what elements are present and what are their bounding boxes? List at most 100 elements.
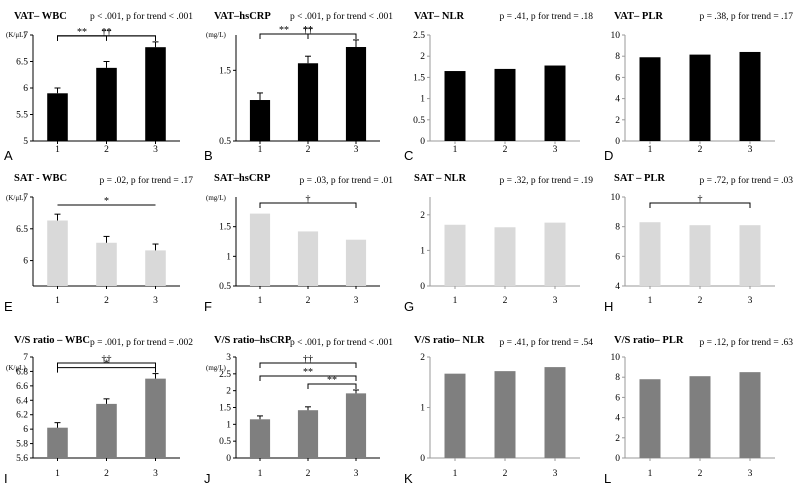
bar — [739, 225, 761, 286]
panel-stat: p = .32, p for trend = .19 — [499, 175, 593, 186]
y-tick-label: 6 — [23, 257, 28, 267]
significance-bracket — [649, 202, 751, 208]
y-unit: (K/μL) — [6, 31, 26, 39]
y-tick-label: 0.5 — [219, 437, 231, 447]
panel-stat: p < .001, p for trend < .001 — [290, 337, 393, 348]
panel-E: SAT - WBC p = .02, p for trend = .17 E (K/μ… — [4, 173, 193, 314]
x-tick-label: 2 — [306, 469, 311, 479]
panel-K: V/S ratio– NLR p = .41, p for trend = .54… — [404, 335, 593, 486]
bar — [145, 378, 166, 458]
y-tick-label: 6 — [23, 84, 28, 94]
significance-bracket — [259, 362, 357, 368]
significance-label: † — [306, 194, 311, 205]
significance-bracket — [57, 35, 107, 41]
panel-title: V/S ratio– PLR — [614, 335, 684, 346]
significance-label: ** — [303, 367, 313, 378]
bar — [444, 373, 466, 458]
panel-title: V/S ratio– NLR — [414, 335, 485, 346]
panel-title: SAT – NLR — [414, 173, 467, 184]
y-tick-label: 0 — [420, 454, 425, 464]
bar — [249, 419, 271, 458]
bar — [739, 51, 761, 141]
significance-bracket — [259, 33, 309, 39]
x-tick-label: 3 — [354, 296, 359, 306]
bar — [345, 393, 367, 458]
x-tick-label: 2 — [698, 145, 703, 155]
significance-label: ** — [102, 27, 112, 38]
x-tick-label: 2 — [698, 296, 703, 306]
y-tick-label: 2 — [615, 116, 620, 126]
panel-C: VAT– NLR p = .41, p for trend = .18 C0 0.5 1… — [404, 11, 593, 163]
y-tick-label: 0 — [615, 454, 620, 464]
panel-letter: I — [4, 471, 8, 486]
bar — [689, 376, 711, 458]
y-tick-label: 8 — [615, 223, 620, 233]
bar — [639, 222, 661, 286]
y-tick-label: 8 — [615, 52, 620, 62]
x-tick-label: 1 — [258, 469, 263, 479]
y-tick-label: 1.5 — [219, 404, 231, 414]
x-tick-label: 2 — [104, 469, 109, 479]
panel-title: SAT - WBC — [14, 173, 67, 184]
panel-stat: p = .41, p for trend = .54 — [499, 337, 593, 348]
significance-label: †† — [303, 25, 313, 36]
y-tick-label: 2.5 — [219, 370, 231, 380]
bar — [639, 57, 661, 142]
x-tick-label: 1 — [648, 296, 653, 306]
y-unit: (mg/L) — [206, 364, 226, 372]
panel-stat: p < .001, p for trend < .001 — [90, 11, 193, 22]
y-tick-label: 1.5 — [219, 223, 231, 233]
y-tick-label: 6.4 — [16, 396, 28, 406]
y-tick-label: 6 — [615, 393, 620, 403]
bar — [544, 65, 566, 141]
y-tick-label: 1 — [420, 246, 425, 256]
bar — [96, 242, 117, 286]
y-tick-label: 5.6 — [16, 454, 28, 464]
bar — [739, 372, 761, 458]
x-tick-label: 1 — [258, 145, 263, 155]
y-tick-label: 4 — [615, 414, 620, 424]
y-tick-label: 4 — [615, 282, 620, 292]
y-unit: (mg/L) — [206, 194, 226, 202]
bar — [544, 222, 566, 286]
y-tick-label: 6 — [615, 252, 620, 262]
x-tick-label: 3 — [553, 145, 558, 155]
x-tick-label: 3 — [553, 469, 558, 479]
panel-stat: p = .03, p for trend = .01 — [299, 175, 393, 186]
bar — [145, 47, 166, 141]
y-tick-label: 2 — [226, 387, 231, 397]
y-tick-label: 2 — [420, 52, 425, 62]
bar — [249, 213, 271, 286]
x-tick-label: 1 — [453, 296, 458, 306]
bar — [494, 227, 516, 286]
bar — [297, 63, 319, 142]
y-tick-label: 6.5 — [16, 225, 28, 235]
bar — [689, 54, 711, 141]
panel-letter: F — [204, 299, 212, 314]
panel-letter: A — [4, 148, 13, 163]
significance-label: ** — [303, 25, 313, 36]
y-tick-label: 0.5 — [219, 137, 231, 147]
panel-letter: D — [604, 148, 613, 163]
y-tick-label: 6.5 — [16, 58, 28, 68]
significance-label: * — [104, 359, 109, 370]
y-unit: (mg/L) — [206, 31, 226, 39]
y-tick-label: 5.5 — [16, 111, 28, 121]
panel-title: VAT–hsCRP — [214, 11, 271, 22]
bar — [47, 93, 68, 141]
panel-L: V/S ratio– PLR p = .12, p for trend = .63… — [604, 335, 793, 486]
x-tick-label: 3 — [354, 145, 359, 155]
significance-label: * — [104, 196, 109, 207]
significance-label: †† — [102, 354, 112, 365]
bar — [444, 224, 466, 286]
y-tick-label: 3 — [226, 353, 231, 363]
panel-stat: p < .001, p for trend < .001 — [290, 11, 393, 22]
y-tick-label: 10 — [611, 31, 621, 41]
panel-title: SAT–hsCRP — [214, 173, 271, 184]
panel-I: V/S ratio – WBC p = .001, p for trend = .… — [4, 335, 193, 486]
y-tick-label: 4 — [615, 95, 620, 105]
panel-letter: J — [204, 471, 211, 486]
x-tick-label: 3 — [354, 469, 359, 479]
panel-letter: C — [404, 148, 413, 163]
bar — [96, 67, 117, 141]
